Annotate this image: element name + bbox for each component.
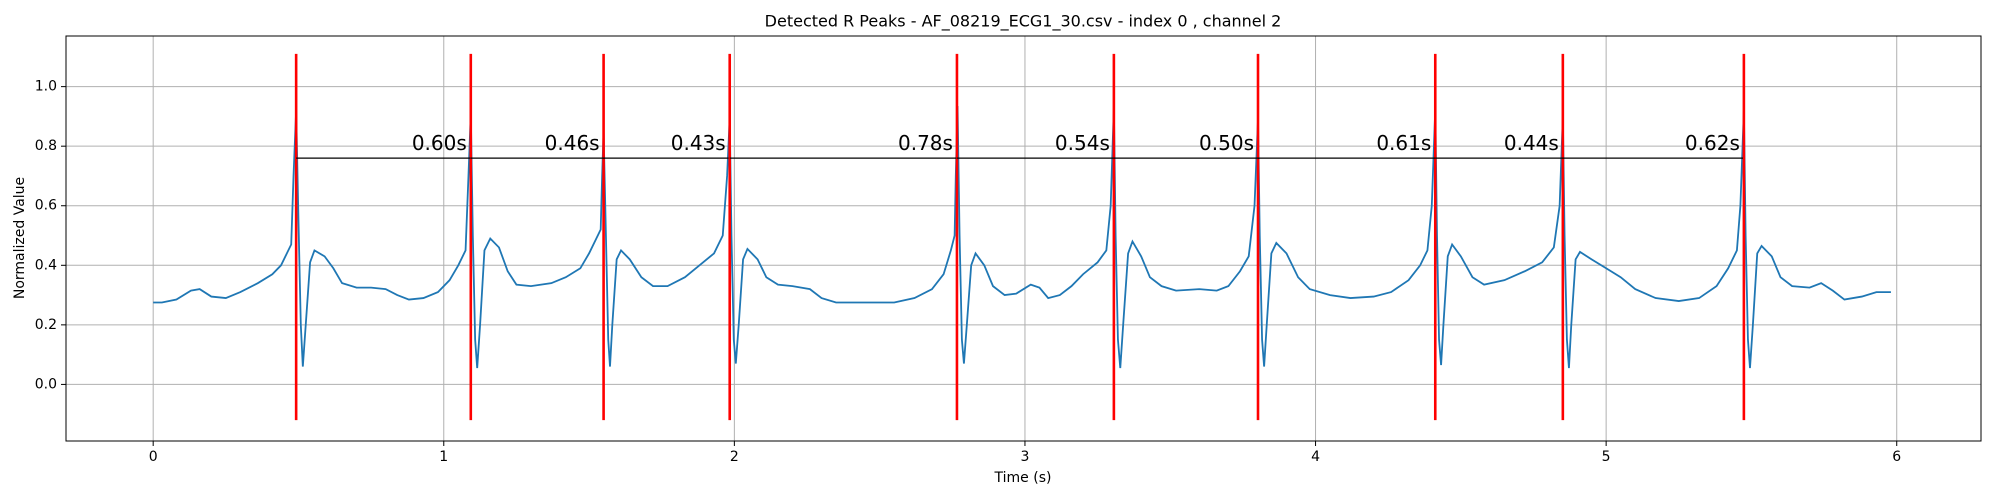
- x-axis-label: Time (s): [994, 470, 1052, 486]
- rr-interval-label: 0.44s: [1504, 131, 1559, 155]
- rr-interval-label: 0.78s: [898, 131, 953, 155]
- x-tick-label: 3: [1020, 449, 1029, 465]
- x-tick-label: 0: [149, 449, 158, 465]
- y-tick-label: 0.4: [35, 257, 57, 273]
- y-tick-label: 1.0: [35, 79, 57, 95]
- rr-interval-label: 0.50s: [1199, 131, 1254, 155]
- rr-interval-label: 0.60s: [412, 131, 467, 155]
- y-tick-label: 0.0: [35, 376, 57, 392]
- rr-interval-label: 0.46s: [545, 131, 600, 155]
- y-axis-label: Normalized Value: [12, 177, 28, 299]
- chart-title: Detected R Peaks - AF_08219_ECG1_30.csv …: [765, 12, 1282, 32]
- rr-interval-label: 0.61s: [1376, 131, 1431, 155]
- rr-interval-label: 0.62s: [1685, 131, 1740, 155]
- plot-layer: 0.60s 0.46s 0.43s 0.78s 0.54s 0.50s 0.61s 0.44s…: [153, 53, 1891, 421]
- x-tick-label: 6: [1892, 449, 1901, 465]
- x-tick-label: 4: [1311, 449, 1320, 465]
- x-tick-label: 2: [730, 449, 739, 465]
- y-tick-label: 0.8: [35, 138, 57, 154]
- x-tick-label: 5: [1602, 449, 1611, 465]
- rr-interval-label: 0.54s: [1055, 131, 1110, 155]
- axes-frame: [65, 35, 1982, 442]
- y-tick-label: 0.2: [35, 317, 57, 333]
- grid-layer: 0 1 2 3 4 5 6 0.0 0.2 0.4 0.6 0.8 1.0: [35, 36, 1981, 465]
- signal-line: [153, 105, 1891, 369]
- y-tick-label: 0.6: [35, 198, 57, 214]
- x-tick-label: 1: [439, 449, 448, 465]
- rr-interval-label: 0.43s: [671, 131, 726, 155]
